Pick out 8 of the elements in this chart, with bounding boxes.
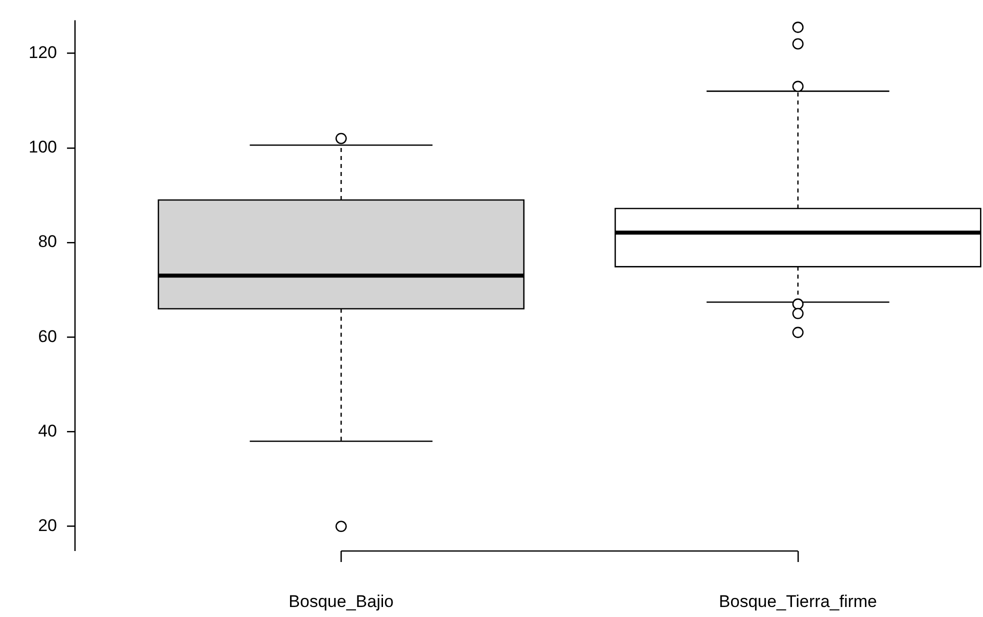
y-tick-label: 120 — [28, 43, 57, 62]
y-tick-label: 100 — [28, 138, 57, 157]
y-tick-label: 80 — [38, 232, 57, 252]
y-tick-label: 20 — [38, 516, 57, 536]
y-tick-label: 40 — [38, 421, 57, 440]
y-tick-label: 60 — [38, 326, 57, 346]
x-tick-label: Bosque_Bajio — [288, 592, 394, 611]
x-tick-label: Bosque_Tierra_firme — [718, 592, 878, 611]
